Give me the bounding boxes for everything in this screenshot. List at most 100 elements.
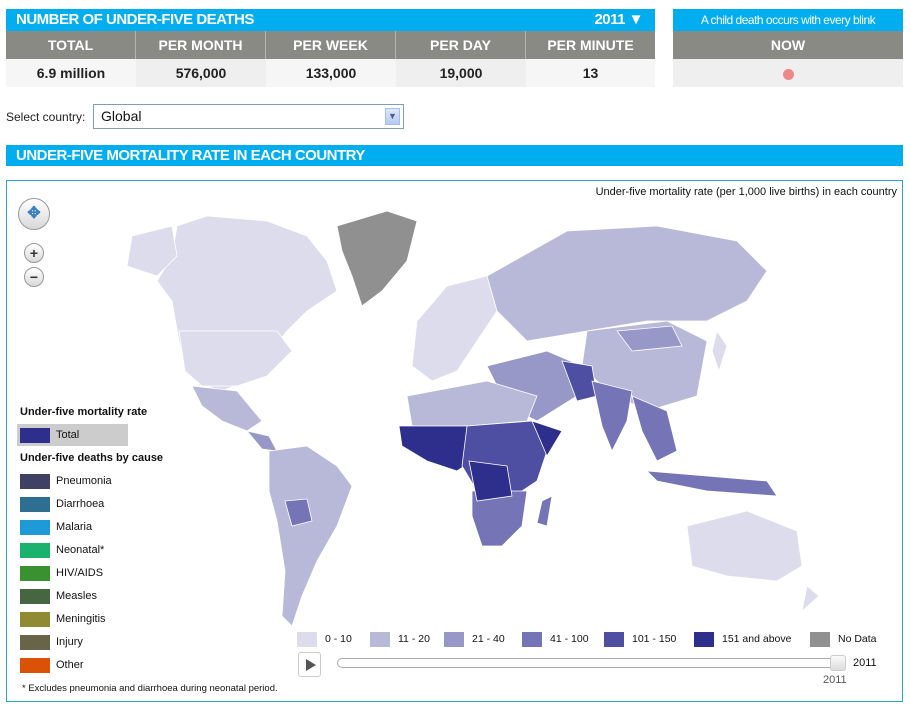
blink-dot xyxy=(782,68,794,80)
country-select-value: Global xyxy=(101,108,142,124)
now-header: NOW xyxy=(673,31,903,59)
cause-label: Meningitis xyxy=(56,613,106,625)
zoom-in-button[interactable]: + xyxy=(24,243,44,263)
scale-item: 151 and above xyxy=(694,632,791,647)
region-russia xyxy=(486,225,768,342)
val-per-day: 19,000 xyxy=(396,59,526,87)
region-mongolia xyxy=(616,325,683,352)
cause-swatch xyxy=(20,473,50,489)
region-horn-africa xyxy=(531,420,563,457)
val-per-week: 133,000 xyxy=(266,59,396,87)
val-per-month: 576,000 xyxy=(136,59,266,87)
col-per-minute: PER MINUTE xyxy=(526,31,655,59)
scale-swatch xyxy=(370,632,390,647)
scale-label: 11 - 20 xyxy=(398,633,430,645)
col-per-week: PER WEEK xyxy=(266,31,396,59)
region-south-america xyxy=(268,445,353,627)
region-usa xyxy=(178,330,293,387)
region-central-america xyxy=(245,430,278,452)
region-madagascar xyxy=(536,495,553,527)
scale-label: 0 - 10 xyxy=(325,633,352,645)
year-dropdown[interactable]: 2011 ▼ xyxy=(594,11,643,28)
cause-label: Pneumonia xyxy=(56,475,112,487)
scale-swatch xyxy=(522,632,542,647)
cause-swatch xyxy=(20,588,50,604)
scale-swatch xyxy=(810,632,830,647)
legend-cause-injury[interactable]: Injury xyxy=(20,634,83,650)
val-per-minute: 13 xyxy=(526,59,655,87)
total-swatch xyxy=(20,427,50,443)
pan-control-icon[interactable]: ✥ xyxy=(18,198,50,230)
legend-cause-malaria[interactable]: Malaria xyxy=(20,519,92,535)
legend-cause-pneumonia[interactable]: Pneumonia xyxy=(20,473,112,489)
region-se-asia xyxy=(631,395,678,462)
scale-swatch xyxy=(444,632,464,647)
legend-cause-measles[interactable]: Measles xyxy=(20,588,97,604)
region-alaska xyxy=(126,225,178,277)
play-button[interactable] xyxy=(298,652,321,677)
region-europe xyxy=(411,275,498,382)
rate-title: UNDER-FIVE MORTALITY RATE IN EACH COUNTR… xyxy=(6,145,903,166)
country-select[interactable]: Global ▼ xyxy=(93,104,404,129)
region-southern-africa xyxy=(471,490,528,547)
scale-swatch xyxy=(694,632,714,647)
legend-cause-hivaids[interactable]: HIV/AIDS xyxy=(20,565,103,581)
scale-label: 21 - 40 xyxy=(472,633,505,645)
deaths-header: NUMBER OF UNDER-FIVE DEATHS 2011 ▼ xyxy=(6,9,655,31)
scale-swatch xyxy=(297,632,317,647)
chevron-down-icon[interactable]: ▼ xyxy=(385,108,400,125)
region-mexico xyxy=(191,385,263,432)
year-slider-track[interactable] xyxy=(337,658,841,668)
region-greenland xyxy=(336,210,418,307)
col-per-month: PER MONTH xyxy=(136,31,266,59)
scale-item: 21 - 40 xyxy=(444,632,505,647)
col-total: TOTAL xyxy=(6,31,136,59)
cause-swatch xyxy=(20,519,50,535)
cause-swatch xyxy=(20,542,50,558)
world-map[interactable] xyxy=(7,181,902,701)
now-value xyxy=(673,59,903,87)
legend-total[interactable]: Total xyxy=(17,424,128,446)
scale-label: 41 - 100 xyxy=(550,633,589,645)
legend-rate-heading: Under-five mortality rate xyxy=(20,406,148,418)
region-indonesia xyxy=(645,470,778,497)
legend-cause-other[interactable]: Other xyxy=(20,657,84,673)
footnote: * Excludes pneumonia and diarrhoea durin… xyxy=(22,683,278,694)
scale-label: 151 and above xyxy=(722,633,792,645)
scale-item: 11 - 20 xyxy=(370,632,430,647)
scale-item: 0 - 10 xyxy=(297,632,352,647)
cause-label: Neonatal* xyxy=(56,544,105,556)
region-new-zealand xyxy=(801,585,820,613)
scale-label: No Data xyxy=(838,633,877,645)
scale-item: 41 - 100 xyxy=(522,632,589,647)
legend-total-label: Total xyxy=(56,429,80,441)
legend-cause-meningitis[interactable]: Meningitis xyxy=(20,611,106,627)
legend-cause-heading: Under-five deaths by cause xyxy=(20,452,164,464)
scale-label: 101 - 150 xyxy=(632,633,677,645)
cause-label: HIV/AIDS xyxy=(56,567,104,579)
legend-cause-diarrhoea[interactable]: Diarrhoea xyxy=(20,496,104,512)
cause-swatch xyxy=(20,634,50,650)
region-japan xyxy=(711,330,728,373)
cause-swatch xyxy=(20,657,50,673)
year-slider-thumb[interactable] xyxy=(830,655,846,671)
slider-year-end: 2011 xyxy=(853,657,877,669)
region-australia xyxy=(686,510,803,582)
select-country-label: Select country: xyxy=(6,110,86,124)
val-total: 6.9 million xyxy=(6,59,136,87)
region-bolivia xyxy=(284,498,313,527)
cause-label: Malaria xyxy=(56,521,93,533)
cause-label: Measles xyxy=(56,590,97,602)
map-panel: Under-five mortality rate (per 1,000 liv… xyxy=(6,180,903,702)
scale-item: 101 - 150 xyxy=(604,632,676,647)
zoom-out-button[interactable]: − xyxy=(24,267,44,287)
blink-title: A child death occurs with every blink xyxy=(673,9,903,31)
cause-label: Diarrhoea xyxy=(56,498,105,510)
cause-swatch xyxy=(20,565,50,581)
map-subtitle: Under-five mortality rate (per 1,000 liv… xyxy=(595,186,897,198)
legend-cause-neonatal[interactable]: Neonatal* xyxy=(20,542,104,558)
region-drc xyxy=(468,460,513,502)
region-india xyxy=(591,380,633,452)
cause-swatch xyxy=(20,611,50,627)
deaths-title: NUMBER OF UNDER-FIVE DEATHS xyxy=(16,11,254,28)
